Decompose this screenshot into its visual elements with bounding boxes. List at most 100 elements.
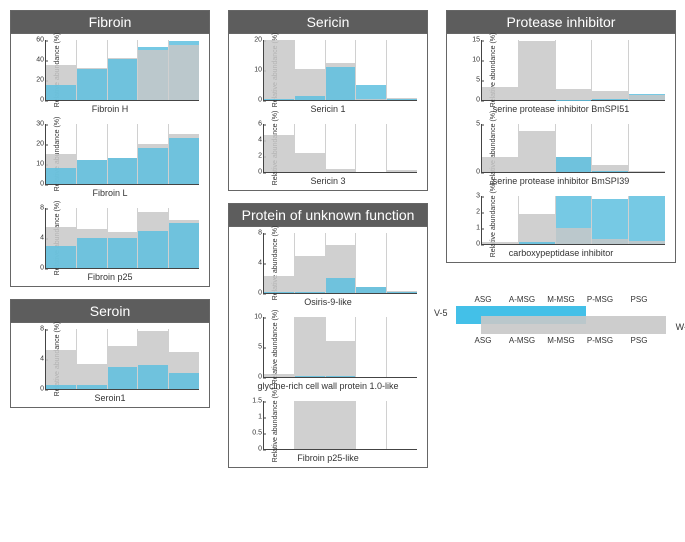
y-tick: 0 bbox=[258, 446, 262, 453]
bar-grey bbox=[295, 317, 325, 377]
bar-slot bbox=[46, 208, 77, 268]
chart-title: serine protease inhibitor BmSPI51 bbox=[453, 104, 669, 114]
y-tick: 0 bbox=[40, 181, 44, 188]
bar-slot bbox=[629, 124, 665, 172]
y-tick: 4 bbox=[258, 137, 262, 144]
bar-slot bbox=[326, 317, 357, 377]
chart-glycine: Relative abundance (%)0510glycine-rich c… bbox=[229, 311, 427, 395]
chart-fibroin-l: Relative abundance (%)0102030Fibroin L bbox=[11, 118, 209, 202]
column-3: Protease inhibitorRelative abundance (%)… bbox=[446, 10, 676, 355]
y-tick: 10 bbox=[254, 314, 262, 321]
bar-blue bbox=[264, 292, 294, 293]
bar-slot bbox=[169, 124, 199, 184]
y-tick: 4 bbox=[258, 260, 262, 267]
bar-blue bbox=[169, 373, 199, 390]
y-tick: 3 bbox=[476, 193, 480, 200]
bar-slot bbox=[556, 196, 593, 244]
bar-slot bbox=[295, 401, 326, 449]
chart-title: Seroin1 bbox=[17, 393, 203, 403]
bar-blue bbox=[519, 242, 555, 244]
bar-grey bbox=[629, 241, 665, 244]
bar-grey bbox=[264, 40, 294, 100]
legend-label-blue: V-5 bbox=[434, 308, 448, 318]
bar-slot bbox=[387, 124, 417, 172]
y-tick: 5 bbox=[476, 121, 480, 128]
bar-slot bbox=[46, 329, 77, 389]
bar-blue bbox=[46, 385, 76, 390]
legend: ASGA-MSGM-MSGP-MSGPSGV-5W-1ASGA-MSGM-MSG… bbox=[456, 295, 666, 355]
panel-protease: Protease inhibitorRelative abundance (%)… bbox=[446, 10, 676, 263]
bar-slot bbox=[482, 40, 519, 100]
bar-grey bbox=[326, 341, 356, 377]
y-tick: 1 bbox=[476, 225, 480, 232]
y-tick: 0 bbox=[40, 386, 44, 393]
panel-seroin: SeroinRelative abundance (%)048Seroin1 bbox=[10, 299, 210, 408]
bar-blue bbox=[326, 67, 356, 100]
y-tick: 0 bbox=[258, 290, 262, 297]
bar-blue bbox=[108, 158, 138, 184]
bar-slot bbox=[108, 329, 139, 389]
bar-blue bbox=[77, 385, 107, 390]
chart-osiris9: Relative abundance (%)048Osiris-9-like bbox=[229, 227, 427, 311]
panel-grid: FibroinRelative abundance (%)0204060Fibr… bbox=[10, 10, 675, 480]
bar-slot bbox=[356, 40, 387, 100]
y-tick: 0 bbox=[476, 169, 480, 176]
bar-blue bbox=[138, 148, 168, 184]
bar-blue bbox=[556, 157, 592, 172]
bar-slot bbox=[356, 124, 387, 172]
y-tick: 20 bbox=[36, 141, 44, 148]
legend-categories-top: ASGA-MSGM-MSGP-MSGPSG bbox=[456, 295, 666, 304]
bar-slot bbox=[592, 196, 629, 244]
column-1: FibroinRelative abundance (%)0204060Fibr… bbox=[10, 10, 210, 408]
bar-slot bbox=[108, 208, 139, 268]
bar-slot bbox=[629, 40, 665, 100]
bar-slot bbox=[295, 233, 326, 293]
y-tick: 10 bbox=[36, 161, 44, 168]
bar-slot bbox=[556, 124, 593, 172]
y-tick: 0 bbox=[476, 241, 480, 248]
panel-header: Protein of unknown function bbox=[229, 204, 427, 227]
bar-slot bbox=[387, 401, 417, 449]
bar-slot bbox=[356, 317, 387, 377]
chart-title: carboxypeptidase inhibitor bbox=[453, 248, 669, 258]
y-tick: 0 bbox=[40, 97, 44, 104]
bar-slot bbox=[77, 329, 108, 389]
bar-slot bbox=[387, 40, 417, 100]
bar-blue bbox=[295, 376, 325, 377]
bar-slot bbox=[108, 124, 139, 184]
y-tick: 10 bbox=[472, 57, 480, 64]
y-tick: 10 bbox=[254, 67, 262, 74]
bar-slot bbox=[592, 124, 629, 172]
bar-blue bbox=[77, 238, 107, 268]
chart-title: Fibroin H bbox=[17, 104, 203, 114]
panel-header: Sericin bbox=[229, 11, 427, 34]
y-tick: 1.5 bbox=[252, 398, 262, 405]
bar-slot bbox=[264, 317, 295, 377]
bar-blue bbox=[295, 292, 325, 294]
bar-grey bbox=[264, 276, 294, 293]
bar-grey bbox=[482, 157, 518, 172]
y-tick: 0 bbox=[258, 169, 262, 176]
bar-grey bbox=[46, 350, 76, 389]
bar-slot bbox=[387, 233, 417, 293]
bar-grey bbox=[519, 131, 555, 172]
bar-slot bbox=[326, 40, 357, 100]
chart-fibroin-h: Relative abundance (%)0204060Fibroin H bbox=[11, 34, 209, 118]
column-2: SericinRelative abundance (%)01020Serici… bbox=[228, 10, 428, 468]
y-tick: 0 bbox=[258, 374, 262, 381]
y-tick: 6 bbox=[258, 121, 262, 128]
bar-blue bbox=[108, 238, 138, 268]
y-tick: 30 bbox=[36, 121, 44, 128]
y-tick: 8 bbox=[258, 230, 262, 237]
bar-blue bbox=[77, 69, 107, 100]
bar-blue bbox=[592, 199, 628, 244]
bar-slot bbox=[77, 40, 108, 100]
bar-blue bbox=[138, 231, 168, 269]
chart-title: Sericin 3 bbox=[235, 176, 421, 186]
bar-blue bbox=[77, 160, 107, 184]
bar-slot bbox=[519, 124, 556, 172]
chart-sericin1: Relative abundance (%)01020Sericin 1 bbox=[229, 34, 427, 118]
bar-slot bbox=[295, 40, 326, 100]
bar-grey bbox=[519, 41, 555, 100]
bar-blue bbox=[387, 99, 417, 100]
